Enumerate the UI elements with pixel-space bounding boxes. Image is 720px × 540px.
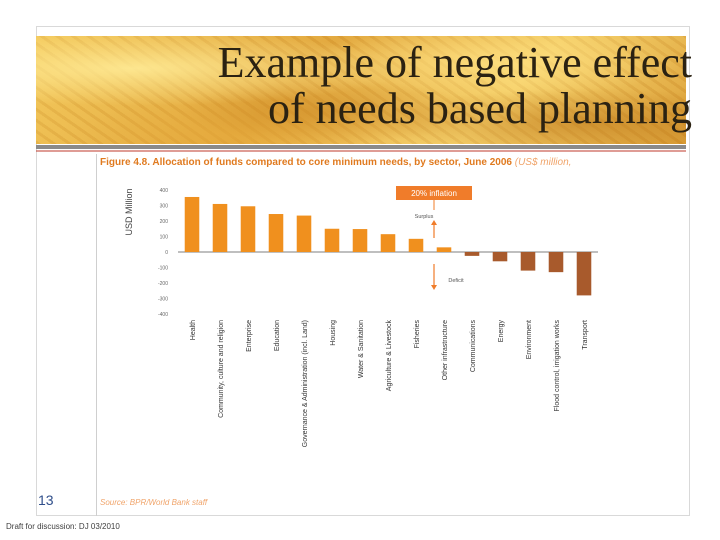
category-label: Health <box>190 320 197 340</box>
category-label: Agriculture & Livestock <box>386 320 393 392</box>
bar <box>464 252 480 256</box>
bar <box>548 252 564 273</box>
bar <box>268 214 284 252</box>
category-label: Transport <box>582 320 589 350</box>
bar <box>492 252 508 262</box>
y-axis-label: USD Million <box>124 188 134 235</box>
slide-title: Example of negative effect of needs base… <box>72 40 692 132</box>
bar <box>576 252 592 296</box>
y-tick-label: 100 <box>160 235 169 241</box>
category-label: Environment <box>526 320 533 359</box>
bar <box>380 234 396 252</box>
category-label: Governance & Administration (incl. Land) <box>302 320 309 447</box>
bar-chart: USD Million 400 300 200 100 0 -100 -200 -300 -400… <box>124 186 598 447</box>
banner-divider-accent <box>36 150 686 152</box>
figure-panel <box>96 154 633 516</box>
category-label: Water & Sanitation <box>358 320 365 378</box>
footer-draft-note: Draft for discussion: DJ 03/2010 <box>6 522 120 531</box>
category-label: Education <box>274 320 281 351</box>
category-label: Flood control, irrigation works <box>554 320 561 412</box>
slide-title-line-2: of needs based planning <box>268 84 692 133</box>
y-tick-label: 300 <box>160 204 169 210</box>
deficit-arrowhead <box>431 285 437 290</box>
deficit-label: Deficit <box>448 278 464 284</box>
category-label: Energy <box>498 320 505 343</box>
bar <box>240 206 256 252</box>
y-tick-label: -300 <box>158 297 168 303</box>
surplus-label: Surplus <box>415 214 434 220</box>
inflation-box <box>396 186 472 200</box>
figure-caption-text: Figure 4.8. Allocation of funds compared… <box>100 157 512 168</box>
surplus-arrowhead <box>431 220 437 225</box>
bar <box>436 247 452 252</box>
slide-title-line-1: Example of negative effect <box>217 38 692 87</box>
figure-source: Source: BPR/World Bank staff <box>100 498 208 507</box>
y-tick-label: 0 <box>165 250 168 256</box>
y-tick-label: -200 <box>158 281 168 287</box>
slide-number: 13 <box>38 492 54 508</box>
y-tick-label: 200 <box>160 219 169 225</box>
category-label: Other infrastructure <box>442 320 449 380</box>
bar <box>184 196 200 252</box>
inflation-box-label: 20% inflation <box>411 189 457 198</box>
bar <box>212 203 228 252</box>
bar <box>352 229 368 252</box>
bar <box>408 238 424 252</box>
title-banner <box>36 36 686 144</box>
category-label: Enterprise <box>246 320 253 352</box>
category-label: Communications <box>470 320 477 373</box>
category-label: Housing <box>330 320 337 346</box>
bar <box>520 252 536 271</box>
y-tick-label: -100 <box>158 266 168 272</box>
category-label: Community, culture and religion <box>218 320 225 418</box>
bar <box>324 228 340 252</box>
y-tick-label: -400 <box>158 312 168 318</box>
figure-caption-unit: (US$ million, <box>514 157 572 168</box>
category-label: Fisheries <box>414 320 421 349</box>
banner-divider <box>36 145 686 149</box>
figure-caption: Figure 4.8. Allocation of funds compared… <box>100 157 571 168</box>
y-tick-label: 400 <box>160 188 169 194</box>
bar <box>296 215 312 252</box>
